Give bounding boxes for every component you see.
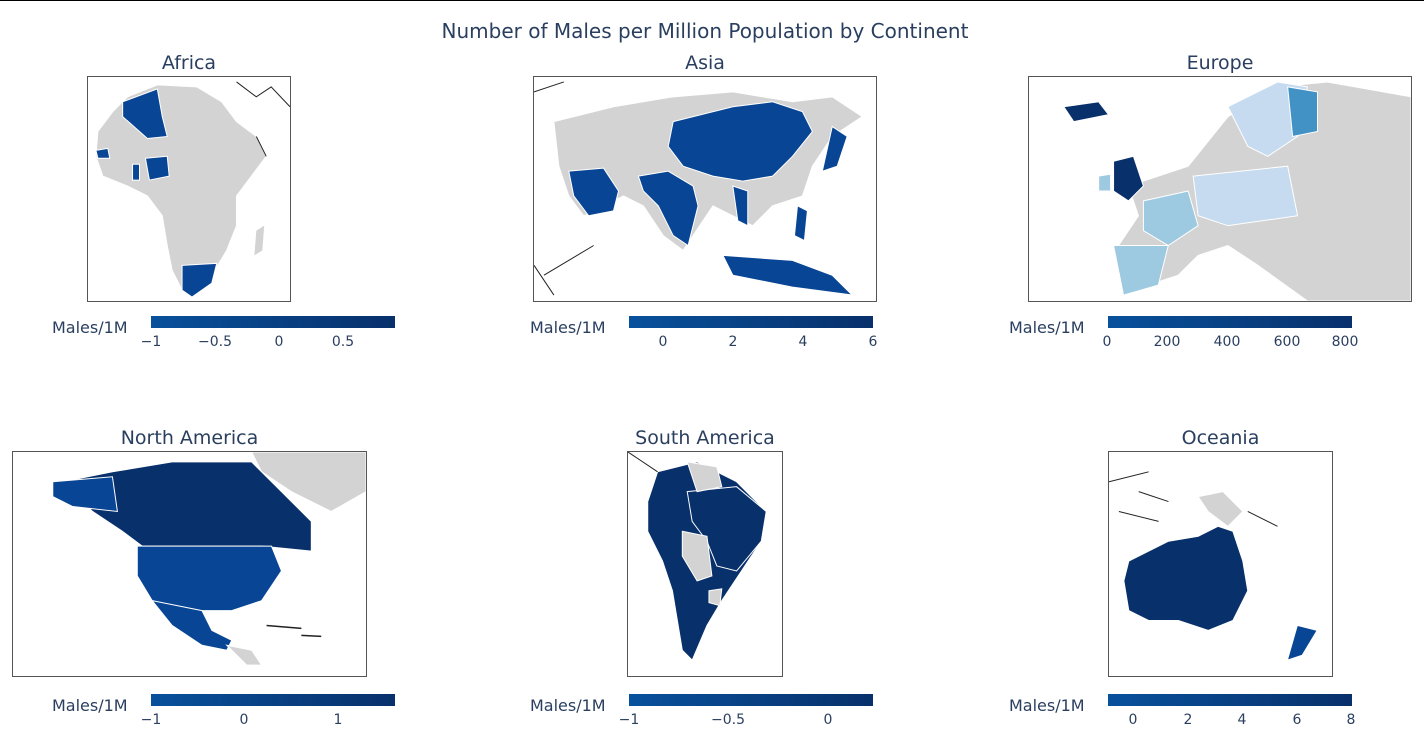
madagascar (254, 225, 265, 256)
colorbar-asia (629, 316, 873, 328)
tick-europe-2: 400 (1213, 334, 1241, 350)
coastline (628, 452, 658, 473)
caribbean (266, 624, 322, 638)
tick-north-america-1: 0 (239, 712, 249, 728)
coastline (534, 81, 594, 296)
india (637, 170, 699, 247)
china (667, 101, 813, 182)
map-title-asia: Asia (685, 52, 725, 74)
iceland (1062, 101, 1110, 123)
bolivia-paraguay (681, 530, 713, 582)
africa-landmass (95, 84, 267, 291)
tick-africa-0: −1 (140, 334, 162, 350)
colorbar-oceania (1108, 694, 1352, 706)
tick-oceania-2: 4 (1237, 712, 1247, 728)
ghana (132, 163, 140, 181)
colorbar-title-south-america: Males/1M (530, 696, 606, 715)
figure-title: Number of Males per Million Population b… (441, 19, 969, 43)
ireland (1098, 173, 1112, 192)
map-africa[interactable] (87, 76, 291, 302)
central-europe (1192, 165, 1299, 227)
islands-coast (1109, 471, 1278, 527)
tick-south-america-2: 0 (823, 712, 833, 728)
map-title-north-america: North America (120, 427, 259, 449)
brazil (686, 486, 767, 572)
united-states (136, 545, 283, 612)
nigeria (144, 155, 170, 181)
colorbar-europe (1108, 316, 1352, 328)
senegal (95, 147, 111, 159)
tick-oceania-3: 6 (1292, 712, 1302, 728)
tick-asia-3: 6 (868, 334, 878, 350)
map-north-america[interactable] (12, 451, 367, 677)
tick-europe-3: 600 (1273, 334, 1301, 350)
tick-asia-0: 0 (658, 334, 668, 350)
tick-europe-1: 200 (1153, 334, 1181, 350)
canada (61, 461, 312, 552)
tick-africa-1: −0.5 (198, 334, 232, 350)
new-guinea (1197, 491, 1244, 527)
tick-oceania-0: 0 (1128, 712, 1138, 728)
tick-oceania-4: 8 (1346, 712, 1356, 728)
map-title-europe: Europe (1186, 52, 1254, 74)
map-title-south-america: South America (635, 427, 775, 449)
saudi-arabia (568, 167, 620, 217)
tick-europe-0: 0 (1102, 334, 1112, 350)
iberia (1112, 245, 1169, 296)
tick-asia-2: 4 (798, 334, 808, 350)
central-america (225, 644, 263, 666)
united-kingdom (1113, 155, 1144, 202)
tick-europe-4: 800 (1331, 334, 1359, 350)
map-title-africa: Africa (161, 52, 217, 74)
tick-oceania-1: 2 (1183, 712, 1193, 728)
alaska (52, 476, 118, 513)
colorbar-title-africa: Males/1M (52, 318, 128, 337)
colorbar-title-oceania: Males/1M (1009, 696, 1085, 715)
tick-asia-1: 2 (728, 334, 738, 350)
australia (1123, 525, 1249, 631)
philippines (793, 205, 808, 242)
japan (821, 125, 848, 172)
algeria (122, 88, 168, 139)
colorbar-north-america (151, 694, 395, 706)
tick-south-america-1: −0.5 (711, 712, 745, 728)
map-asia[interactable] (533, 76, 877, 302)
map-title-oceania: Oceania (1181, 427, 1260, 449)
guianas (686, 461, 723, 493)
colorbar-south-america (629, 694, 873, 706)
indonesia (722, 254, 854, 296)
south-africa (181, 262, 218, 298)
finland (1287, 86, 1318, 138)
tick-north-america-0: −1 (140, 712, 162, 728)
scandinavia (1227, 81, 1309, 157)
uruguay (708, 588, 723, 607)
coastline (236, 81, 290, 157)
colorbar-title-europe: Males/1M (1009, 318, 1085, 337)
tick-africa-2: 0 (274, 334, 284, 350)
colorbar-title-asia: Males/1M (530, 318, 606, 337)
thailand (732, 185, 749, 227)
map-oceania[interactable] (1108, 451, 1333, 677)
france (1142, 190, 1199, 247)
colorbar-title-north-america: Males/1M (52, 696, 128, 715)
colorbar-africa (151, 316, 395, 328)
tick-north-america-2: 1 (333, 712, 343, 728)
new-zealand (1286, 624, 1318, 661)
map-south-america[interactable] (627, 451, 783, 677)
tick-south-america-0: −1 (618, 712, 640, 728)
tick-africa-3: 0.5 (331, 334, 355, 350)
map-europe[interactable] (1028, 76, 1412, 302)
